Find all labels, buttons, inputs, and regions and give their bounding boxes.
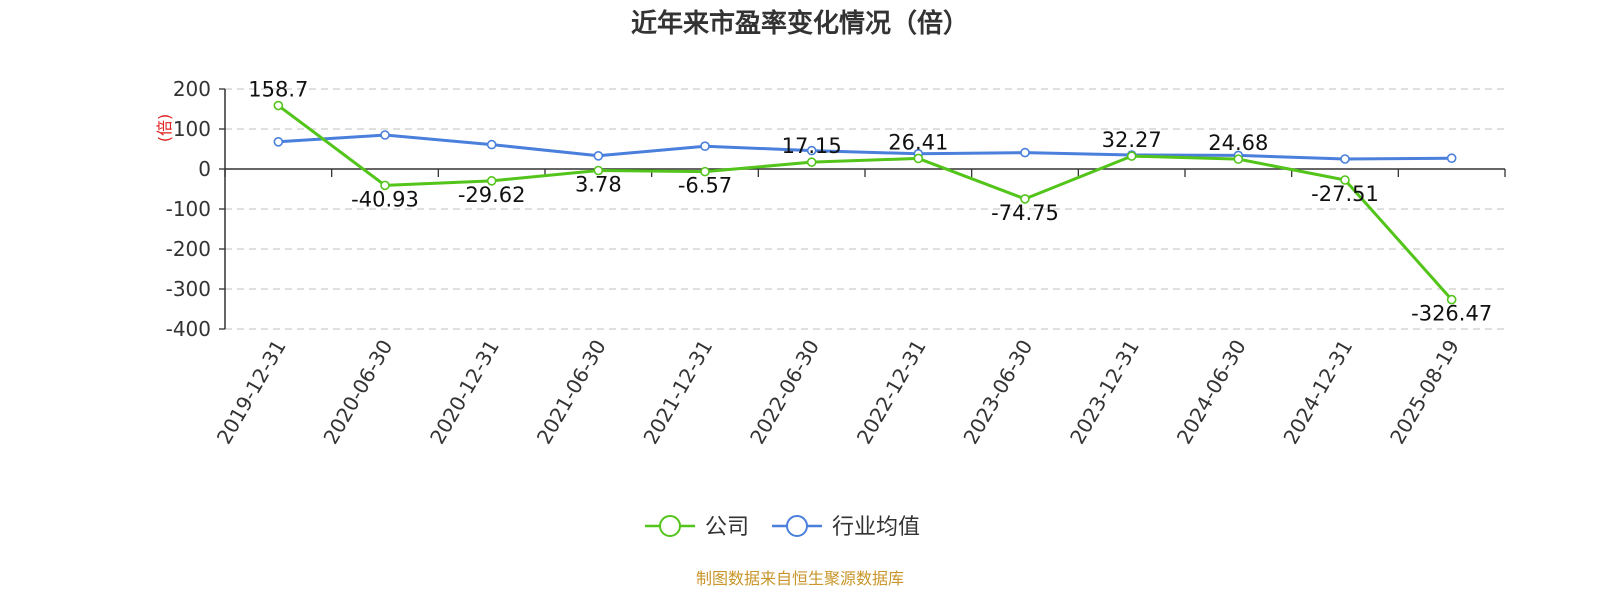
data-label: -74.75 bbox=[991, 201, 1059, 225]
data-point-0[interactable] bbox=[1020, 194, 1030, 204]
y-tick-label: 200 bbox=[173, 77, 211, 101]
data-point-0[interactable] bbox=[1340, 175, 1350, 185]
x-tick-label: 2019-12-31 bbox=[212, 336, 291, 449]
x-tick-label: 2023-12-31 bbox=[1065, 336, 1144, 449]
data-label: 3.78 bbox=[575, 173, 622, 197]
grid-layer bbox=[225, 88, 1505, 330]
data-label: 32.27 bbox=[1102, 128, 1162, 152]
data-label: 17.15 bbox=[782, 134, 842, 158]
x-tick-label: 2020-06-30 bbox=[318, 336, 397, 449]
y-axis-unit-label: (倍) bbox=[155, 114, 174, 143]
y-tick-label: -200 bbox=[166, 237, 211, 261]
data-point-1[interactable] bbox=[806, 145, 817, 156]
data-label-layer: 158.7 -40.93 -29.62 3.78 -6.57 17.15 26.41 -74.… bbox=[248, 78, 1492, 326]
y-tick-label: -300 bbox=[166, 277, 211, 301]
y-tick-label: -100 bbox=[166, 197, 211, 221]
legend-item-1[interactable]: 行业均值 bbox=[772, 515, 920, 540]
data-label: -40.93 bbox=[351, 187, 419, 211]
data-point-1[interactable] bbox=[380, 130, 390, 140]
x-tick-label: 2022-12-31 bbox=[852, 336, 931, 449]
legend-item-0[interactable]: 公司 bbox=[645, 515, 749, 540]
series-line-0 bbox=[277, 104, 1453, 301]
data-point-0[interactable] bbox=[806, 157, 817, 167]
data-label: 24.68 bbox=[1208, 131, 1268, 155]
y-tick-label: 100 bbox=[173, 117, 211, 141]
legend-circle-symbol bbox=[659, 515, 681, 537]
data-point-0[interactable] bbox=[1126, 151, 1137, 161]
data-point-0[interactable] bbox=[1233, 154, 1244, 164]
legend-label: 公司 bbox=[705, 515, 749, 540]
data-point-1[interactable] bbox=[273, 137, 284, 147]
data-point-0[interactable] bbox=[1446, 294, 1457, 305]
data-point-1[interactable] bbox=[1020, 147, 1030, 158]
legend-circle-symbol bbox=[786, 515, 808, 537]
data-point-0[interactable] bbox=[380, 180, 390, 191]
source-note: 制图数据来自恒生聚源数据库 bbox=[696, 569, 904, 588]
y-tick-label: -400 bbox=[166, 317, 211, 341]
data-label: 158.7 bbox=[248, 78, 308, 102]
x-tick-label: 2021-06-30 bbox=[532, 336, 611, 449]
data-point-1[interactable] bbox=[700, 141, 710, 151]
data-point-0[interactable] bbox=[273, 100, 284, 111]
x-tick-label: 2025-08-19 bbox=[1385, 336, 1464, 449]
data-point-1[interactable] bbox=[593, 151, 604, 161]
x-tick-label: 2021-12-31 bbox=[638, 336, 717, 449]
series-line-1 bbox=[278, 133, 1452, 161]
legend-label: 行业均值 bbox=[832, 515, 920, 540]
data-point-1[interactable] bbox=[1340, 154, 1350, 164]
y-tick-label: 0 bbox=[198, 157, 211, 181]
chart-title: 近年来市盈率变化情况（倍） bbox=[631, 8, 969, 39]
x-tick-label: 2023-06-30 bbox=[958, 336, 1037, 449]
data-label: 26.41 bbox=[888, 130, 948, 154]
data-point-1[interactable] bbox=[1446, 153, 1457, 163]
series-layer bbox=[273, 100, 1457, 305]
x-tick-label: 2020-12-31 bbox=[425, 336, 504, 449]
data-point-0[interactable] bbox=[913, 153, 924, 164]
data-label: -326.47 bbox=[1411, 302, 1492, 326]
data-point-0[interactable] bbox=[486, 176, 497, 186]
data-label: -27.51 bbox=[1311, 182, 1379, 206]
data-label: -29.62 bbox=[458, 183, 526, 207]
data-label: -6.57 bbox=[678, 174, 732, 198]
x-tick-label: 2024-12-31 bbox=[1278, 336, 1357, 449]
x-tick-label: 2024-06-30 bbox=[1172, 336, 1251, 449]
legend[interactable]: 公司 行业均值 bbox=[645, 515, 920, 540]
data-point-1[interactable] bbox=[486, 139, 497, 150]
x-tick-label: 2022-06-30 bbox=[745, 336, 824, 449]
data-point-0[interactable] bbox=[593, 165, 604, 176]
data-point-0[interactable] bbox=[700, 166, 710, 177]
